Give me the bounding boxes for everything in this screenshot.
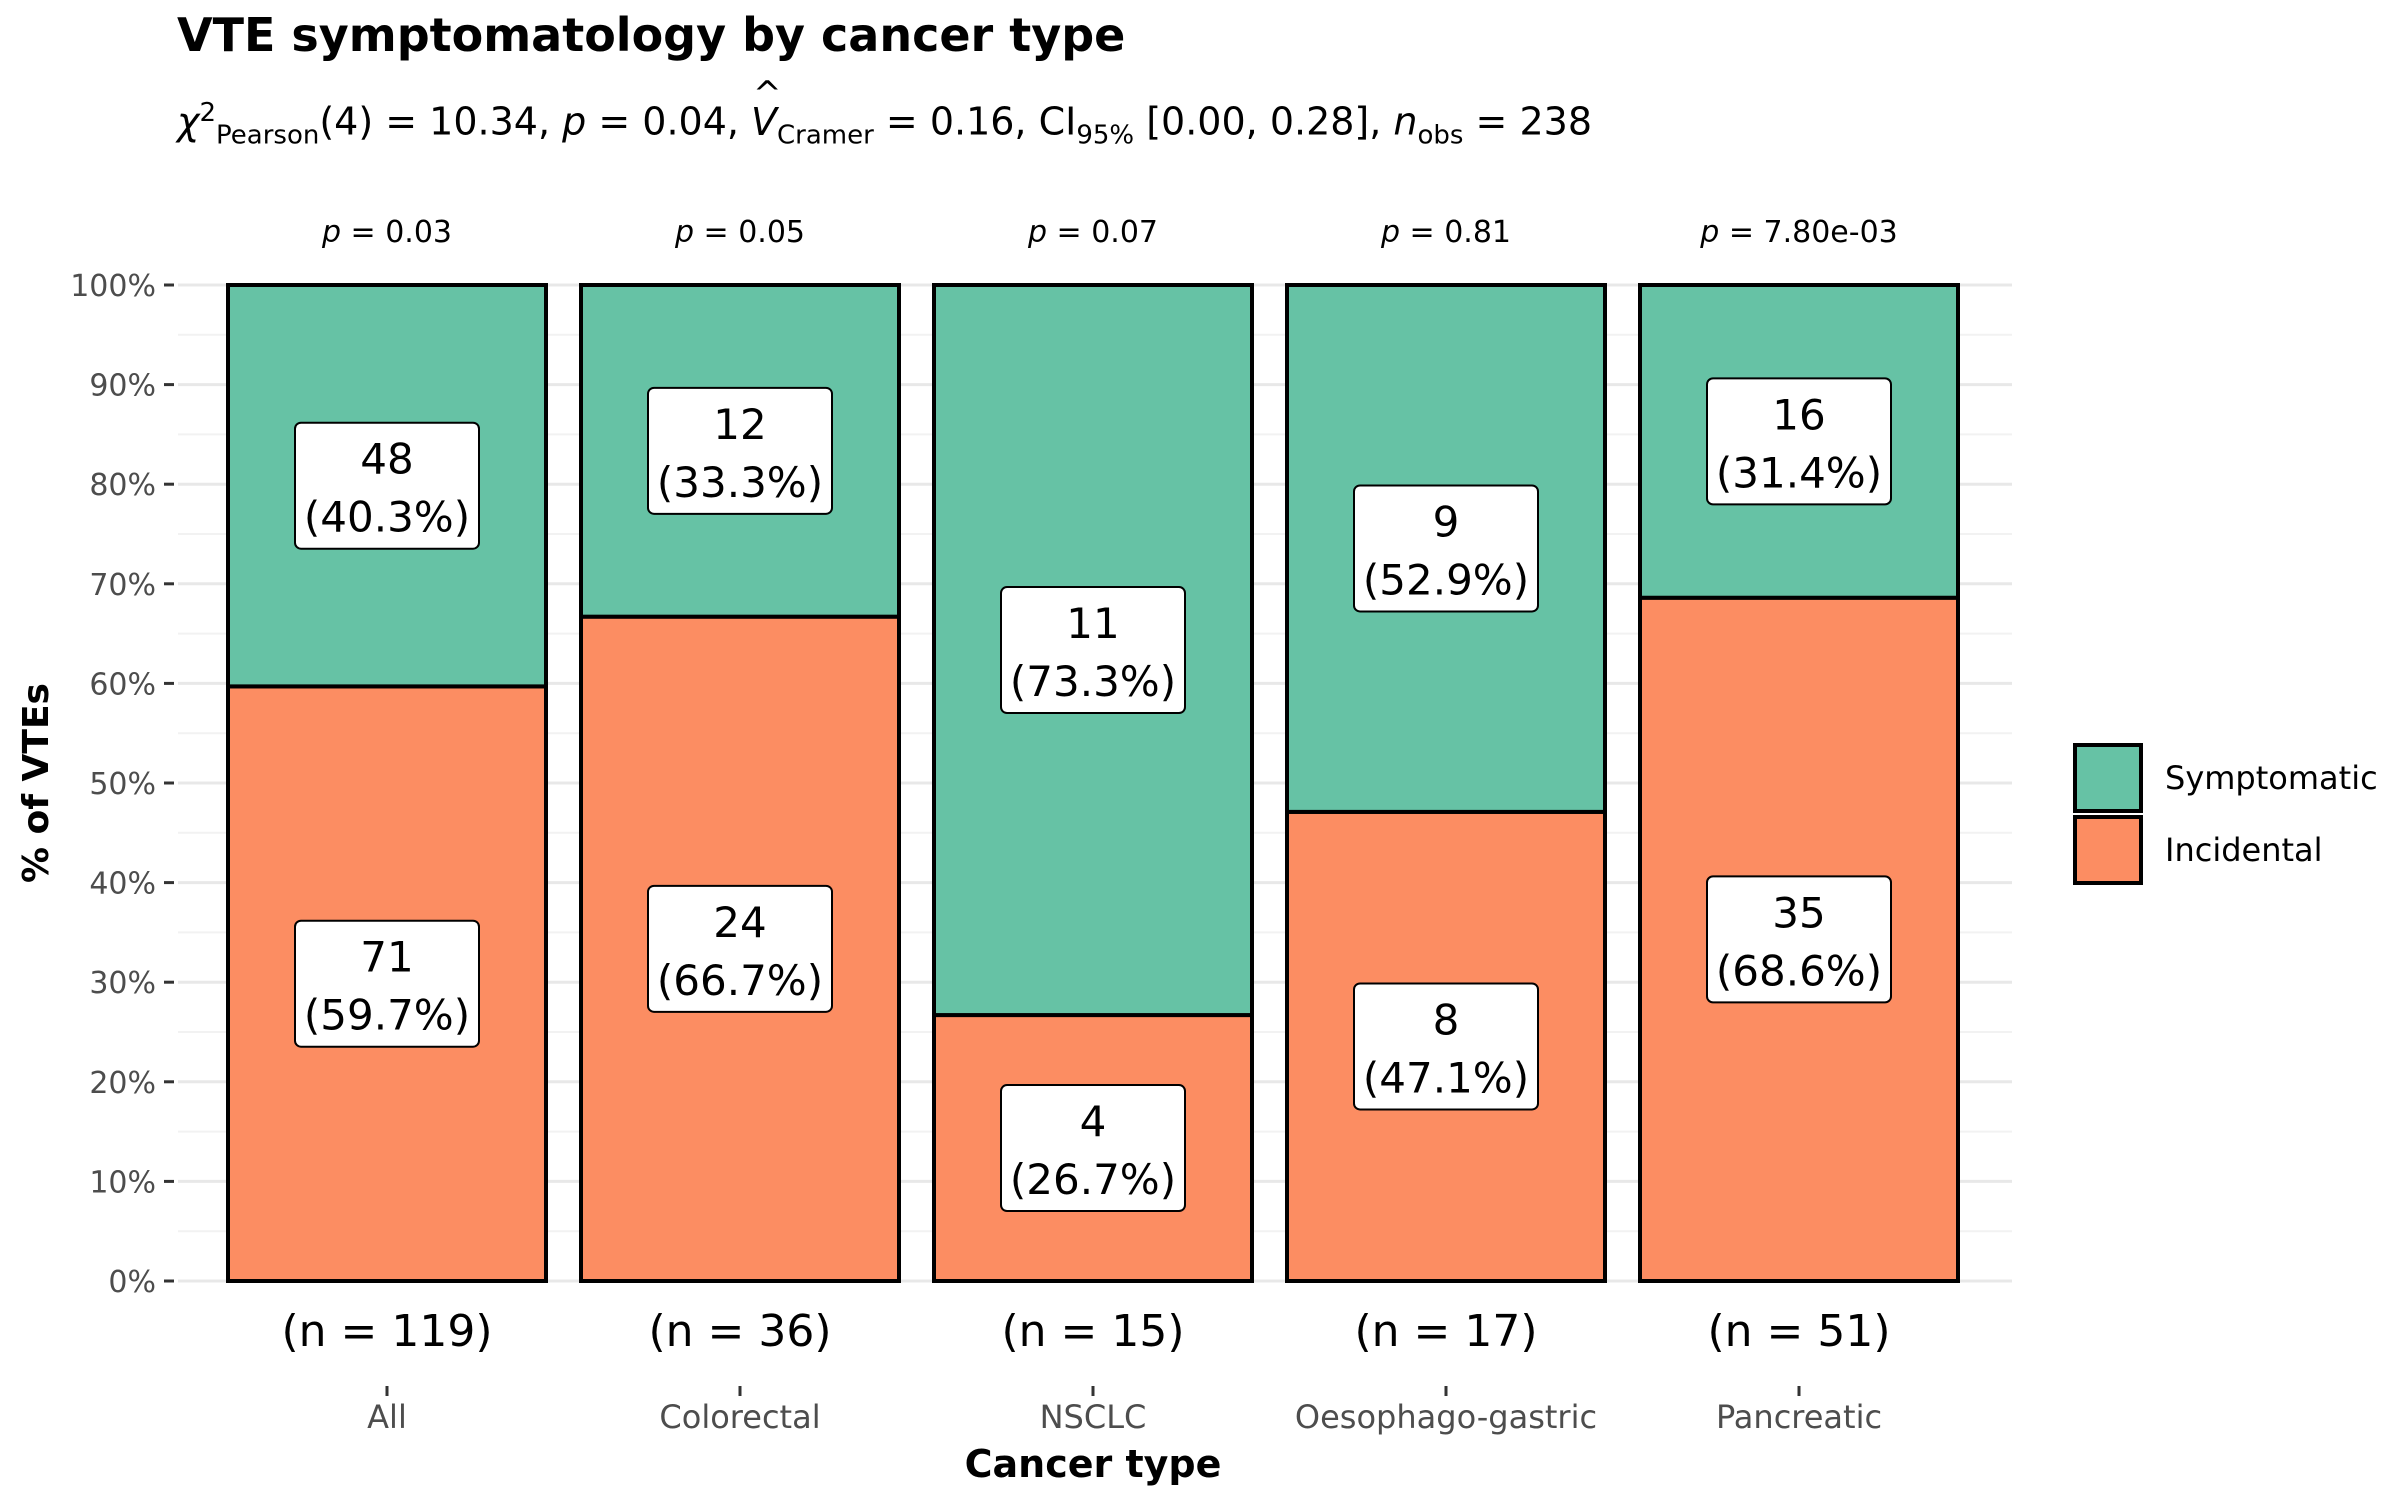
- y-tick-label: 50%: [89, 767, 156, 802]
- data-label-count-incidental: 71: [360, 933, 413, 982]
- data-label-count-symptomatic: 12: [713, 400, 766, 449]
- subtitle-ci-value: [0.00, 0.28],: [1134, 99, 1394, 144]
- x-tick-label: Colorectal: [659, 1398, 820, 1436]
- y-tick-label: 80%: [89, 468, 156, 503]
- subtitle-chi-sup: 2: [199, 98, 217, 128]
- subtitle-v-label: V: [751, 100, 777, 144]
- data-label-box-incidental: [1353, 982, 1539, 1111]
- subtitle-v-sub: Cramer: [777, 120, 874, 151]
- legend-swatch-incidental: [2073, 815, 2143, 885]
- y-tick-label: 100%: [70, 269, 156, 304]
- n-label: (n = 36): [648, 1306, 831, 1357]
- data-label-count-incidental: 35: [1772, 888, 1825, 937]
- chart-subtitle: χ2Pearson(4) = 10.34, p = 0.04, VCramer …: [177, 98, 1592, 150]
- x-tick-label: Pancreatic: [1716, 1398, 1882, 1436]
- data-label-count-symptomatic: 9: [1433, 497, 1460, 546]
- data-label-box-incidental: [294, 919, 480, 1048]
- y-tick-label: 70%: [89, 568, 156, 603]
- legend-swatch-symptomatic: [2073, 743, 2143, 813]
- data-label-count-incidental: 4: [1080, 1097, 1107, 1146]
- n-label: (n = 51): [1707, 1306, 1890, 1357]
- data-label-box-symptomatic: [647, 386, 833, 515]
- data-label-box-incidental: [647, 884, 833, 1013]
- subtitle-n-sub: obs: [1417, 120, 1464, 151]
- data-label-percent-symptomatic: (73.3%): [1010, 657, 1176, 706]
- y-tick-label: 60%: [89, 667, 156, 702]
- n-label: (n = 17): [1354, 1306, 1537, 1357]
- n-label: (n = 15): [1001, 1306, 1184, 1357]
- data-label-percent-incidental: (59.7%): [304, 991, 470, 1040]
- data-label-count-incidental: 24: [713, 898, 766, 947]
- data-label-count-incidental: 8: [1433, 995, 1460, 1044]
- p-value-label: p = 0.81: [1380, 215, 1511, 250]
- subtitle-stat: (4) = 10.34,: [319, 99, 563, 144]
- data-label-percent-incidental: (47.1%): [1363, 1053, 1529, 1102]
- y-tick-label: 0%: [108, 1265, 156, 1300]
- x-tick-label: NSCLC: [1040, 1398, 1147, 1436]
- p-value-label: p = 0.03: [321, 215, 452, 250]
- subtitle-chi: χ: [177, 99, 200, 144]
- subtitle-ci-sub: 95%: [1076, 120, 1135, 151]
- y-tick-label: 20%: [89, 1066, 156, 1101]
- subtitle-p-value: = 0.04,: [586, 99, 752, 144]
- data-label-box-symptomatic: [1353, 484, 1539, 613]
- subtitle-n-value: = 238: [1463, 99, 1592, 144]
- data-label-percent-symptomatic: (52.9%): [1363, 555, 1529, 604]
- data-label-count-symptomatic: 48: [360, 435, 413, 484]
- subtitle-p-label: p: [562, 99, 587, 144]
- subtitle-v-value: = 0.16, CI: [873, 99, 1077, 144]
- subtitle-n-label: n: [1393, 99, 1418, 144]
- legend-label-incidental: Incidental: [2165, 831, 2323, 869]
- data-label-box-symptomatic: [1706, 377, 1892, 506]
- data-label-percent-symptomatic: (31.4%): [1716, 448, 1882, 497]
- data-label-percent-symptomatic: (40.3%): [304, 493, 470, 542]
- p-value-label: p = 7.80e-03: [1699, 215, 1898, 250]
- data-label-percent-incidental: (26.7%): [1010, 1155, 1176, 1204]
- data-label-box-symptomatic: [1000, 586, 1186, 715]
- x-axis-title: Cancer type: [965, 1442, 1222, 1486]
- y-tick-label: 10%: [89, 1165, 156, 1200]
- x-tick-label: All: [367, 1398, 407, 1436]
- y-tick-label: 30%: [89, 966, 156, 1001]
- data-label-box-symptomatic: [294, 421, 480, 550]
- y-axis-title: % of VTEs: [16, 683, 57, 883]
- y-tick-label: 40%: [89, 867, 156, 902]
- data-label-count-symptomatic: 11: [1066, 599, 1119, 648]
- data-label-percent-symptomatic: (33.3%): [657, 458, 823, 507]
- p-value-label: p = 0.05: [674, 215, 805, 250]
- data-label-percent-incidental: (68.6%): [1716, 946, 1882, 995]
- subtitle-chi-sub: Pearson: [216, 120, 320, 151]
- data-label-box-incidental: [1000, 1084, 1186, 1213]
- chart-title: VTE symptomatology by cancer type: [177, 8, 1126, 62]
- data-label-percent-incidental: (66.7%): [657, 956, 823, 1005]
- data-label-count-symptomatic: 16: [1772, 390, 1825, 439]
- p-value-label: p = 0.07: [1027, 215, 1158, 250]
- data-label-box-incidental: [1706, 875, 1892, 1004]
- x-tick-label: Oesophago-gastric: [1295, 1398, 1597, 1436]
- legend-label-symptomatic: Symptomatic: [2165, 759, 2378, 797]
- n-label: (n = 119): [281, 1306, 492, 1357]
- y-tick-label: 90%: [89, 369, 156, 404]
